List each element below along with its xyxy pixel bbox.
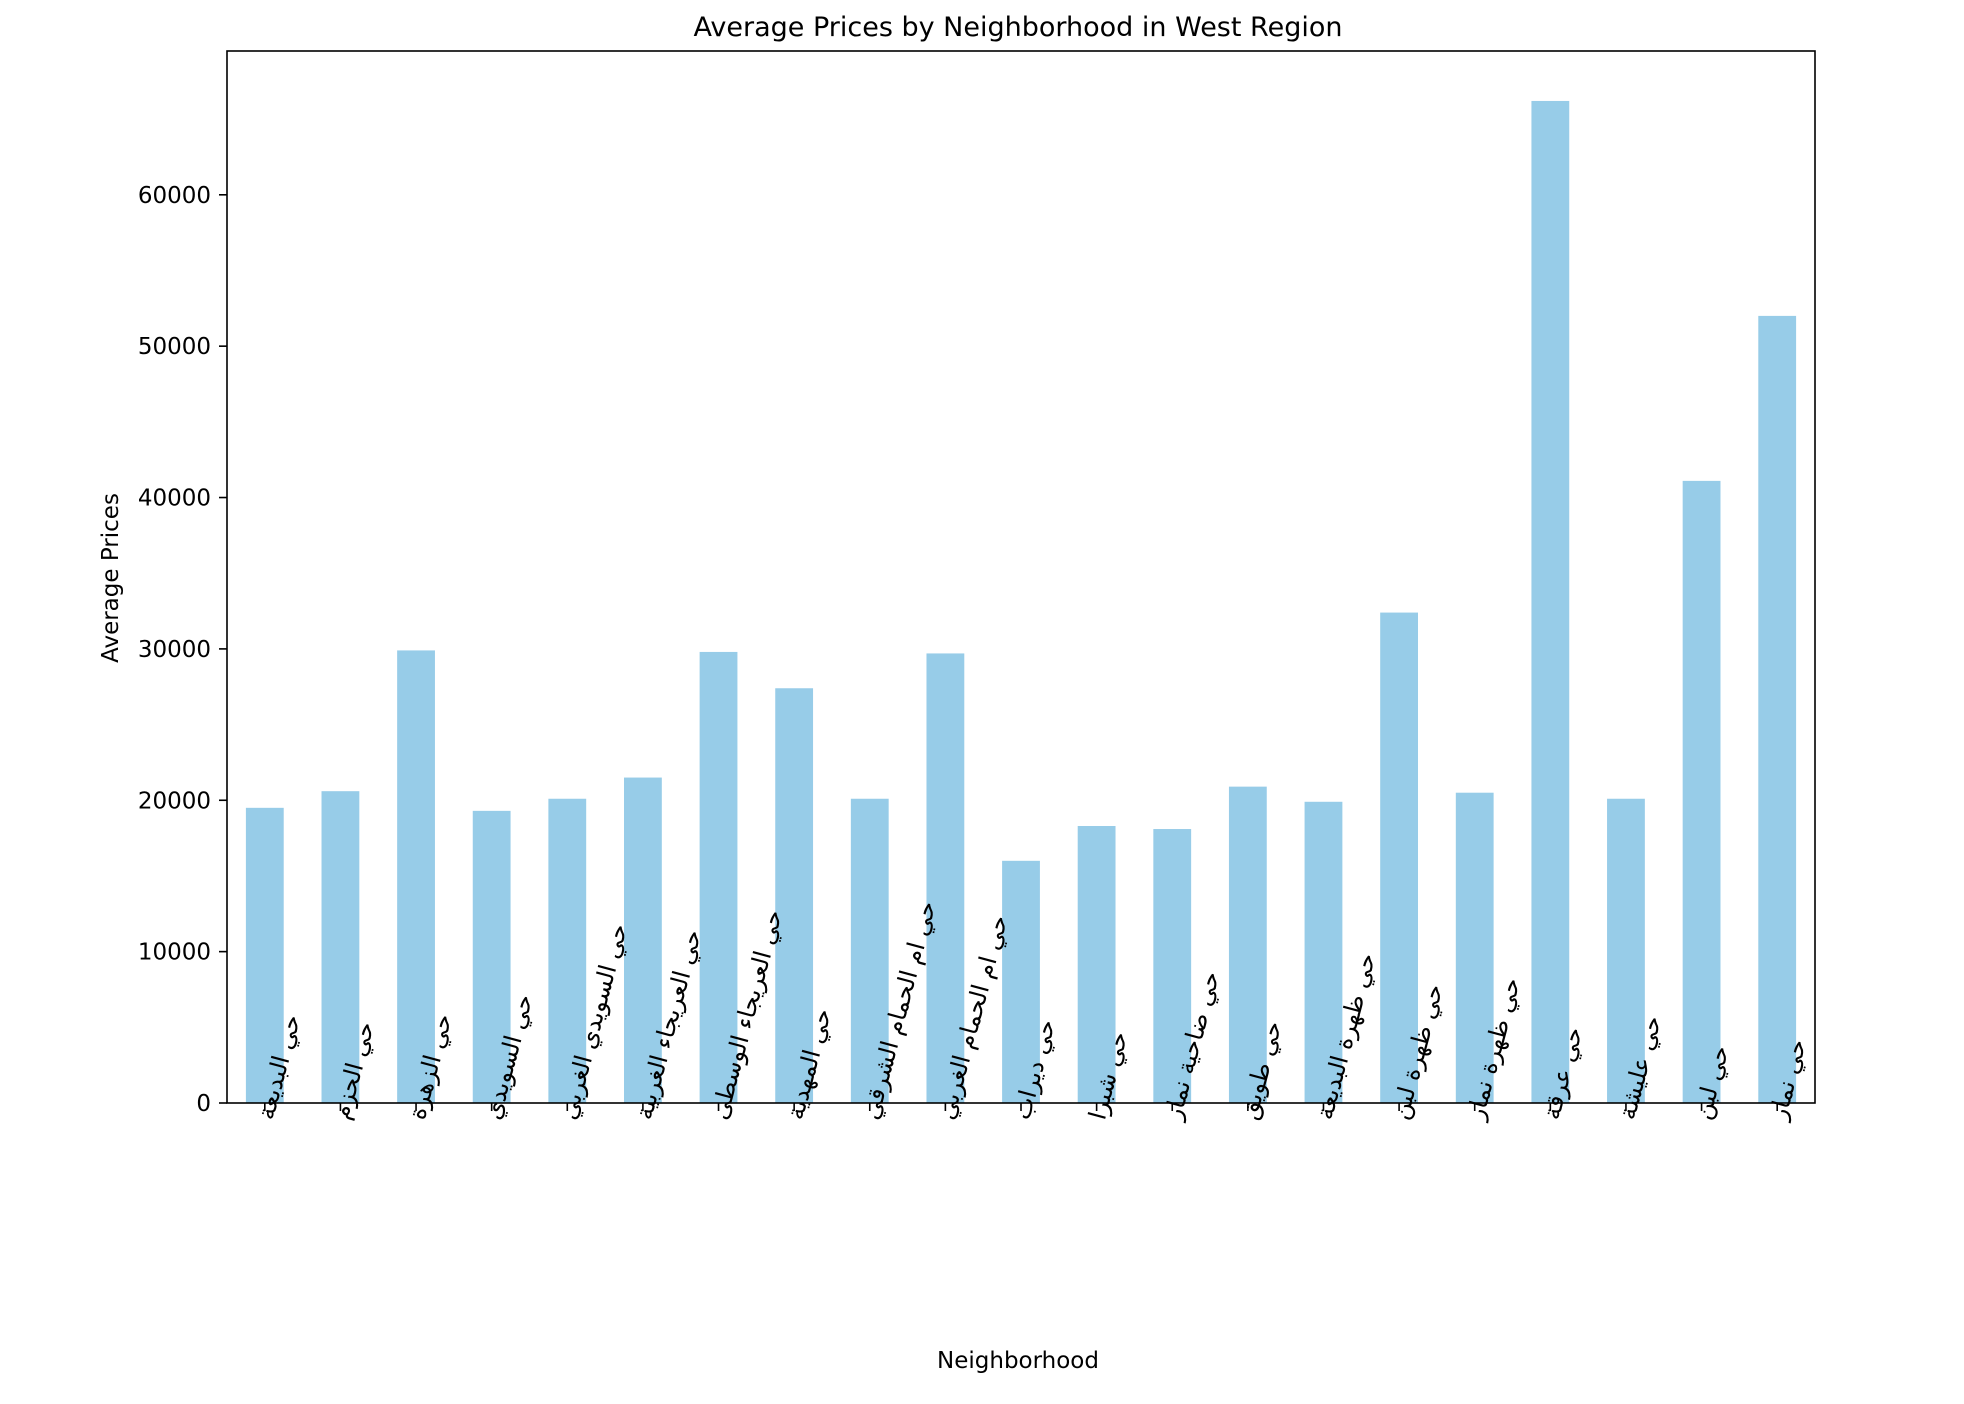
- bar-16: [1380, 612, 1418, 1103]
- y-axis-ticks: 0 10000 20000 30000 40000 50000 60000: [138, 183, 227, 1117]
- bar-8: [775, 688, 814, 1103]
- y-tick-label: 50000: [138, 334, 211, 360]
- bar-21: [1758, 315, 1797, 1103]
- bar-12: [1077, 826, 1116, 1103]
- bar-6: [624, 777, 662, 1103]
- bar-18: [1531, 100, 1570, 1103]
- y-tick-label: 10000: [138, 940, 211, 966]
- y-tick-label: 0: [196, 1091, 211, 1117]
- bar-5: [548, 798, 587, 1103]
- bars-group: [245, 100, 1797, 1103]
- bar-9: [850, 798, 889, 1103]
- y-tick-label: 40000: [138, 486, 211, 512]
- chart-title: Average Prices by Neighborhood in West R…: [694, 12, 1343, 43]
- bar-15: [1304, 801, 1343, 1103]
- bar-19: [1607, 798, 1645, 1103]
- bar-2: [321, 791, 360, 1103]
- y-tick-label: 60000: [138, 183, 211, 209]
- bar-13: [1153, 829, 1192, 1103]
- y-tick-label: 20000: [138, 788, 211, 814]
- y-axis-label: Average Prices: [98, 493, 124, 663]
- bar-17: [1455, 792, 1494, 1103]
- y-tick-label: 30000: [138, 637, 211, 663]
- bar-1: [245, 807, 284, 1103]
- bar-14: [1228, 786, 1267, 1103]
- bar-4: [472, 810, 511, 1103]
- bar-7: [699, 651, 738, 1103]
- bar-11: [1002, 860, 1040, 1103]
- bar-3: [397, 650, 435, 1103]
- bar-10: [926, 653, 965, 1103]
- plot-area-frame: [226, 50, 1816, 1104]
- bar-20: [1682, 480, 1721, 1103]
- x-axis-label: Neighborhood: [937, 1348, 1099, 1374]
